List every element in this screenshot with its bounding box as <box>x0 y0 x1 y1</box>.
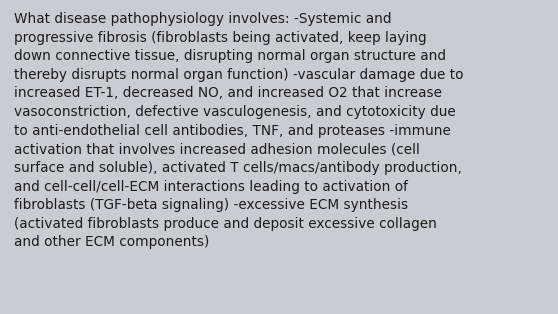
Text: What disease pathophysiology involves: -Systemic and
progressive fibrosis (fibro: What disease pathophysiology involves: -… <box>14 12 464 249</box>
